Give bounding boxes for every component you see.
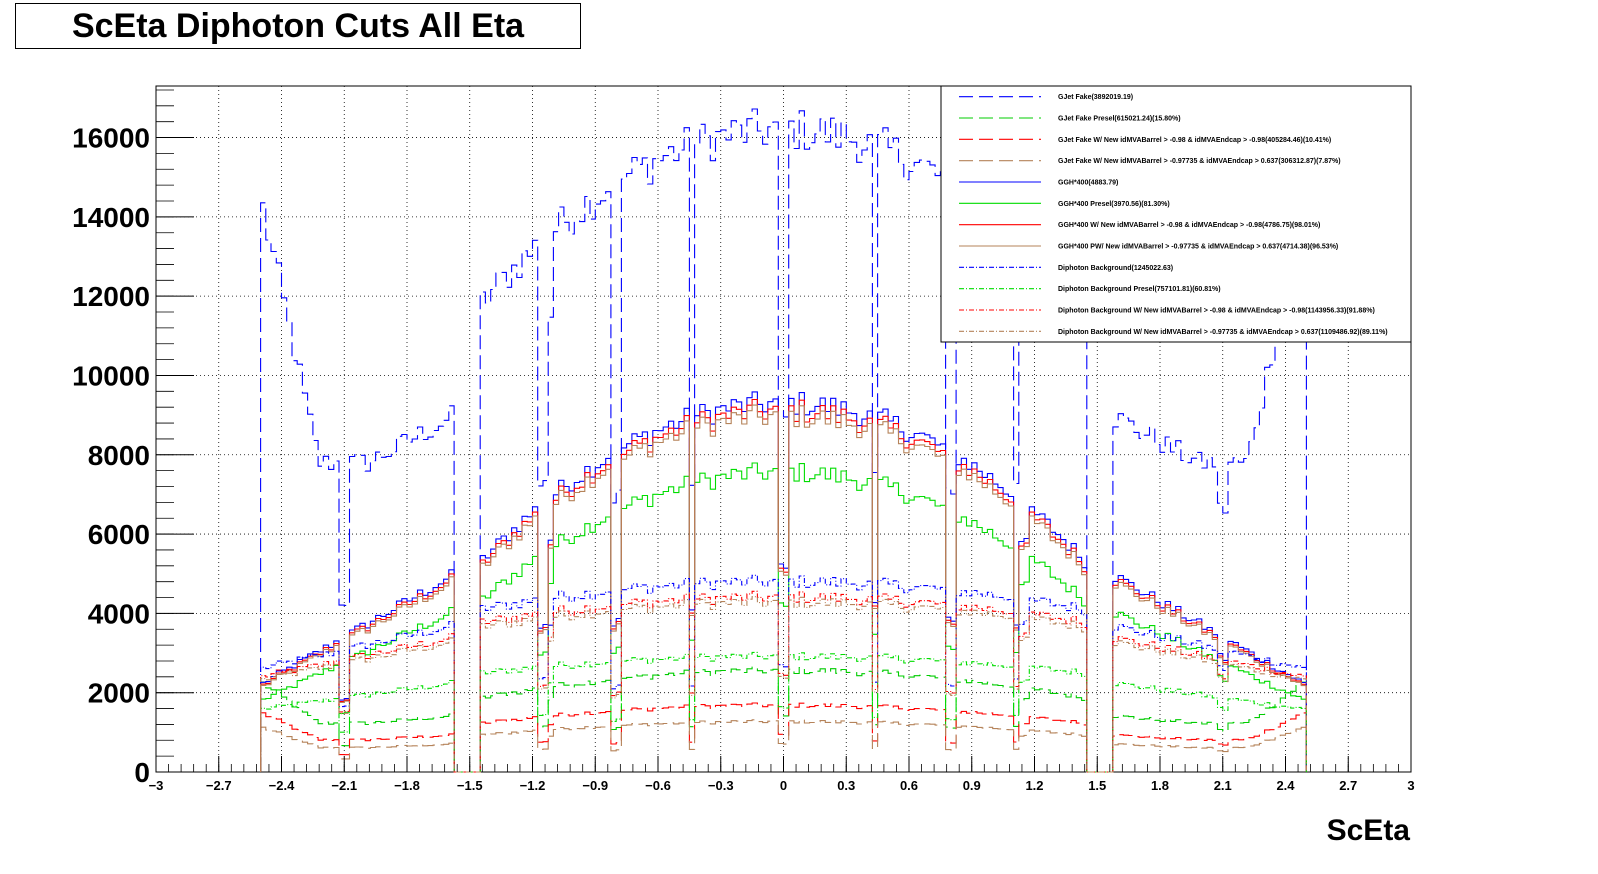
x-tick-label: 1.2 (1025, 778, 1043, 793)
y-tick-label: 14000 (72, 202, 150, 233)
legend-entry: GGH*400 PW/ New idMVABarrel > -0.97735 &… (1058, 244, 1338, 251)
series-line-7 (260, 398, 1307, 773)
series-line-5 (260, 391, 1307, 773)
legend-entry: GJet Fake W/ New idMVABarrel > -0.97735 … (1058, 158, 1341, 165)
y-tick-label: 12000 (72, 281, 150, 312)
y-tick-label: 6000 (88, 519, 150, 550)
series-line-9 (260, 574, 1307, 773)
x-tick-label: −0.6 (645, 778, 671, 793)
legend-entry: GGH*400 W/ New idMVABarrel > -0.98 & idM… (1058, 222, 1320, 229)
x-tick-label: −2.7 (206, 778, 232, 793)
legend-entry: GJet Fake(3892019.19) (1058, 94, 1133, 101)
axes: −3 −2.7 −2.4 −2.1 −1.8 −1.5 −1.2 −0.9 −0.6 −0.3 0 0… (72, 89, 1415, 793)
series-layer (260, 108, 1307, 773)
legend-entry: Diphoton Background W/ New idMVABarrel >… (1058, 308, 1375, 315)
x-axis-label: ScEta (1327, 814, 1411, 847)
legend: GJet Fake(3892019.19) GJet Fake Presel(61… (940, 85, 1412, 343)
legend-entry: Diphoton Background W/ New idMVABarrel >… (1058, 329, 1388, 336)
x-tick-label: −3 (149, 778, 164, 793)
x-tick-label: 1.8 (1151, 778, 1169, 793)
x-tick-label: 3 (1407, 778, 1414, 793)
x-tick-label: 0.6 (900, 778, 918, 793)
x-tick-label: 2.4 (1276, 778, 1295, 793)
series-line-1 (260, 108, 1307, 773)
x-tick-label: −2.1 (331, 778, 357, 793)
series-line-8 (260, 404, 1307, 773)
legend-entry: GJet Fake Presel(615021.24)(15.80%) (1058, 116, 1181, 123)
legend-entry: Diphoton Background Presel(757101.81)(60… (1058, 286, 1221, 293)
legend-box (940, 85, 1412, 343)
series-line-11 (260, 590, 1307, 773)
x-tick-label: −0.3 (708, 778, 734, 793)
chart-title: ScEta Diphoton Cuts All Eta (15, 3, 581, 49)
x-tick-label: 0.9 (963, 778, 981, 793)
x-tick-label: −1.2 (520, 778, 546, 793)
legend-entry: GGH*400 Presel(3970.56)(81.30%) (1058, 201, 1170, 208)
series-line-10 (260, 651, 1307, 773)
y-tick-label: 0 (134, 757, 150, 788)
legend-entry: GGH*400(4883.79) (1058, 180, 1118, 187)
legend-entry: GJet Fake W/ New idMVABarrel > -0.98 & i… (1058, 137, 1331, 144)
x-tick-label: −1.8 (394, 778, 420, 793)
x-tick-label: −1.5 (457, 778, 483, 793)
legend-entry: Diphoton Background(1245022.63) (1058, 265, 1173, 272)
x-tick-label: 2.7 (1339, 778, 1357, 793)
x-tick-label: 0 (780, 778, 787, 793)
y-tick-label: 2000 (88, 678, 150, 709)
series-line-3 (260, 702, 1307, 773)
series-line-2 (260, 666, 1307, 773)
series-line-4 (260, 719, 1307, 773)
x-tick-label: −0.9 (582, 778, 608, 793)
x-tick-label: 1.5 (1088, 778, 1106, 793)
x-tick-label: −2.4 (269, 778, 295, 793)
x-tick-label: 0.3 (837, 778, 855, 793)
y-tick-label: 16000 (72, 123, 150, 154)
x-tick-label: 2.1 (1214, 778, 1232, 793)
y-tick-label: 4000 (88, 598, 150, 629)
y-tick-label: 10000 (72, 360, 150, 391)
series-line-6 (260, 462, 1307, 773)
series-line-12 (260, 596, 1307, 773)
y-tick-label: 8000 (88, 440, 150, 471)
